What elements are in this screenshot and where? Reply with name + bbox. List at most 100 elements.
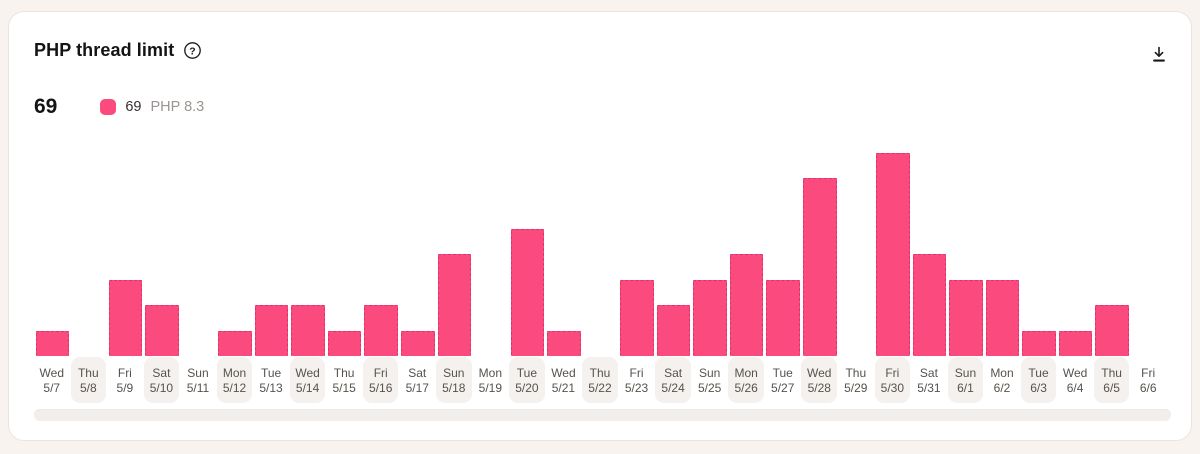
x-axis-label: Thu 5/29 bbox=[844, 365, 868, 395]
bar[interactable] bbox=[254, 305, 289, 356]
legend: 69 PHP 8.3 bbox=[100, 99, 204, 115]
chart-column: Wed 5/7 bbox=[34, 153, 71, 403]
x-axis-label: Sun 5/11 bbox=[186, 365, 210, 395]
bar[interactable] bbox=[729, 254, 764, 356]
chart-column: Tue 5/13 bbox=[253, 153, 290, 403]
x-axis-label: Tue 5/27 bbox=[771, 365, 795, 395]
bar-chart: Wed 5/7 Thu 5/8 Fri 5/9 Sat 5/10 Sun 5/11 Mon 5/12 T… bbox=[34, 153, 1171, 421]
bar[interactable] bbox=[145, 305, 179, 356]
bar-zone bbox=[34, 153, 71, 356]
bar[interactable] bbox=[364, 305, 398, 356]
bar-zone bbox=[399, 153, 436, 356]
bar-zone bbox=[1021, 153, 1058, 356]
chart-column: Mon 5/26 bbox=[728, 153, 765, 403]
bar[interactable] bbox=[1095, 305, 1129, 356]
x-axis-label: Fri 6/6 bbox=[1139, 365, 1157, 395]
legend-series-label: PHP 8.3 bbox=[150, 99, 205, 115]
x-axis-label: Fri 5/9 bbox=[116, 365, 134, 395]
total-value: 69 bbox=[34, 95, 58, 118]
chart-column: Wed 5/28 bbox=[801, 153, 838, 403]
bar[interactable] bbox=[1022, 331, 1056, 356]
chart-column: Sat 5/24 bbox=[655, 153, 692, 403]
bar[interactable] bbox=[35, 331, 70, 356]
chart-column: Fri 5/9 bbox=[107, 153, 144, 403]
bar-zone bbox=[290, 153, 327, 356]
chart-column: Fri 5/23 bbox=[619, 153, 656, 403]
x-axis-label: Wed 5/14 bbox=[289, 357, 326, 403]
x-axis-label: Fri 5/30 bbox=[874, 357, 911, 403]
x-axis-label: Sun 6/1 bbox=[947, 357, 984, 403]
bar[interactable] bbox=[693, 280, 727, 356]
chart-column: Wed 5/14 bbox=[289, 153, 327, 403]
bar[interactable] bbox=[327, 331, 362, 356]
chart-column: Wed 5/21 bbox=[546, 153, 583, 403]
bar-zone bbox=[107, 153, 144, 356]
bar-zone bbox=[801, 153, 838, 356]
x-axis-label: Thu 5/8 bbox=[70, 357, 107, 403]
chart-scrollbar[interactable] bbox=[34, 409, 1171, 421]
bar-zone bbox=[509, 153, 546, 356]
bar-zone bbox=[144, 153, 181, 356]
bar-zone bbox=[984, 153, 1021, 356]
chart-column: Sun 5/11 bbox=[180, 153, 217, 403]
chart-column: Sat 5/31 bbox=[911, 153, 948, 403]
x-axis-label: Tue 6/3 bbox=[1020, 357, 1057, 403]
bar[interactable] bbox=[656, 305, 691, 356]
x-axis-label: Thu 5/15 bbox=[332, 365, 356, 395]
bar-zone bbox=[180, 153, 217, 356]
bar[interactable] bbox=[620, 280, 654, 356]
x-axis-label: Tue 5/13 bbox=[259, 365, 283, 395]
bar-zone bbox=[838, 153, 875, 356]
bar-zone bbox=[217, 153, 254, 356]
bar-zone bbox=[326, 153, 363, 356]
x-axis-label: Sat 5/10 bbox=[143, 357, 180, 403]
x-axis-label: Mon 6/2 bbox=[990, 365, 1014, 395]
bar[interactable] bbox=[949, 280, 983, 356]
x-axis-label: Thu 6/5 bbox=[1093, 357, 1130, 403]
bar[interactable] bbox=[218, 331, 252, 356]
chart-column: Thu 5/22 bbox=[582, 153, 619, 403]
chart-column: Mon 5/19 bbox=[473, 153, 510, 403]
bar-zone bbox=[728, 153, 765, 356]
bar-zone bbox=[546, 153, 583, 356]
chart-column: Mon 5/12 bbox=[216, 153, 254, 403]
bar-zone bbox=[765, 153, 802, 356]
x-axis-label: Wed 5/28 bbox=[801, 357, 838, 403]
x-axis-label: Sat 5/31 bbox=[917, 365, 941, 395]
x-axis-label: Sat 5/24 bbox=[655, 357, 691, 403]
bar[interactable] bbox=[876, 153, 910, 356]
chart-column: Sun 5/25 bbox=[692, 153, 729, 403]
bar[interactable] bbox=[985, 280, 1020, 356]
bar[interactable] bbox=[547, 331, 581, 356]
x-axis-label: Sat 5/17 bbox=[405, 365, 429, 395]
bar[interactable] bbox=[400, 331, 435, 356]
x-axis-label: Fri 5/23 bbox=[624, 365, 649, 395]
bar-zone bbox=[619, 153, 656, 356]
x-axis-label: Sun 5/18 bbox=[436, 357, 472, 403]
bar[interactable] bbox=[766, 280, 800, 356]
bar-zone bbox=[363, 153, 400, 356]
bar-zone bbox=[436, 153, 473, 356]
chart-column: Mon 6/2 bbox=[984, 153, 1021, 403]
chart-column: Tue 5/27 bbox=[765, 153, 802, 403]
chart-column: Sat 5/10 bbox=[143, 153, 181, 403]
bar-zone bbox=[1094, 153, 1131, 356]
chart-column: Tue 5/20 bbox=[509, 153, 546, 403]
x-axis-label: Mon 5/19 bbox=[478, 365, 503, 395]
question-mark-circle-icon: ? bbox=[183, 41, 202, 60]
bar[interactable] bbox=[437, 254, 472, 356]
help-button[interactable]: ? bbox=[183, 41, 202, 60]
bar[interactable] bbox=[291, 305, 325, 356]
bar-zone bbox=[1057, 153, 1094, 356]
chart-column: Sun 5/18 bbox=[436, 153, 473, 403]
download-button[interactable] bbox=[1148, 43, 1170, 65]
chart-column: Fri 5/16 bbox=[362, 153, 400, 403]
bar[interactable] bbox=[1058, 331, 1093, 356]
chart-column: Sun 6/1 bbox=[947, 153, 985, 403]
bar[interactable] bbox=[108, 280, 143, 356]
bar[interactable] bbox=[510, 229, 545, 356]
card-header: PHP thread limit ? bbox=[34, 40, 202, 61]
bar-zone bbox=[253, 153, 290, 356]
bar[interactable] bbox=[802, 178, 837, 356]
bar[interactable] bbox=[912, 254, 947, 356]
